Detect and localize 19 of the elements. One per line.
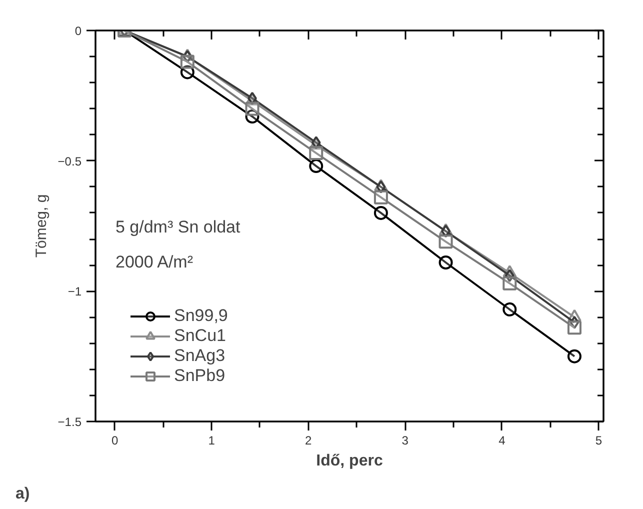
- x-tick-label: 1: [208, 434, 216, 448]
- x-tick-label: 2: [305, 434, 312, 448]
- y-tick-label: 0: [74, 24, 82, 38]
- x-tick-label: 4: [498, 434, 506, 448]
- x-tick-label: 3: [402, 434, 409, 448]
- legend-label: SnAg3: [174, 346, 226, 366]
- x-tick-label: 0: [112, 434, 119, 448]
- x-axis-title: Idő, perc: [316, 452, 383, 470]
- annotation: 5 g/dm³ Sn oldat: [116, 218, 241, 236]
- y-axis-title: Tömeg, g: [32, 194, 50, 258]
- legend-label: SnPb9: [174, 366, 226, 386]
- annotation: 2000 A/m²: [116, 252, 194, 272]
- legend-label: Sn99,9: [174, 306, 228, 326]
- y-tick-label: −0.5: [58, 154, 82, 168]
- x-tick-label: 5: [595, 434, 602, 448]
- y-tick-label: −1.5: [58, 415, 82, 429]
- text: a): [16, 486, 30, 502]
- y-tick-label: −1: [68, 284, 82, 299]
- legend-label: SnCu1: [174, 326, 226, 346]
